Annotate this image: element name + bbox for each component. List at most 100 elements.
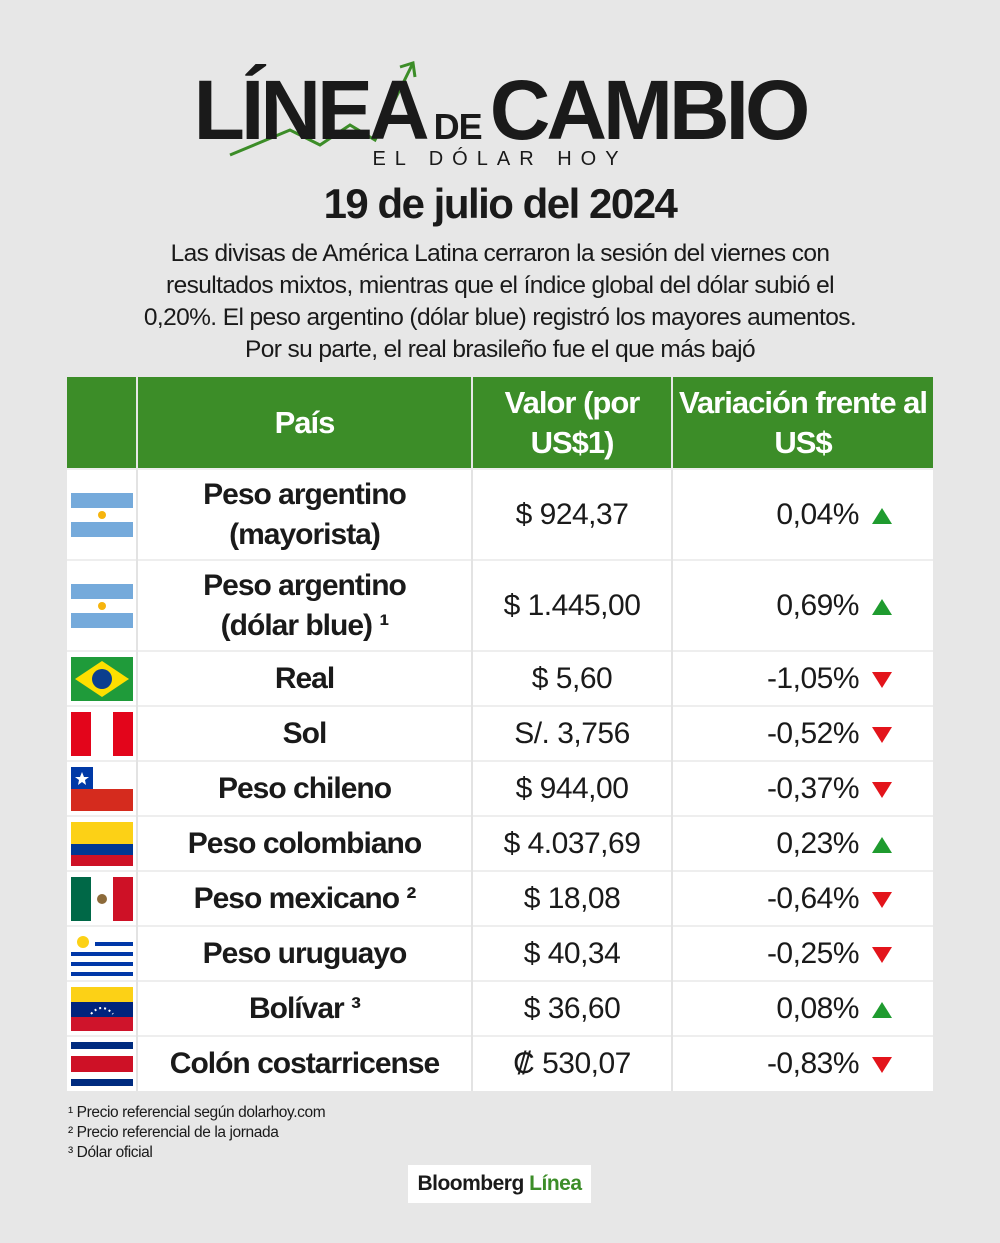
arrow-down	[872, 891, 892, 908]
arrow-down	[872, 946, 892, 963]
subtitle: EL DÓLAR HOY	[372, 148, 628, 170]
name-text: Peso uruguayo	[202, 936, 408, 970]
currency-name: Peso uruguayo	[136, 925, 472, 981]
name-text: Peso argentino (dólar blue) ¹	[203, 568, 407, 642]
currency-name: Peso colombiano	[136, 815, 472, 871]
arrow-down	[872, 781, 892, 798]
arrow-down	[872, 1057, 892, 1074]
currency-name: Peso mexicano ²	[136, 870, 472, 926]
val-text: $ 18,08	[523, 881, 621, 915]
value-cell: $ 924,37	[471, 468, 672, 560]
var-text: 0,69%	[776, 588, 859, 622]
flag	[70, 492, 133, 537]
row: Real $ 5,60 -1,05%	[67, 650, 933, 706]
currency-name: Peso chileno	[136, 760, 472, 816]
flag	[70, 583, 133, 628]
flag	[70, 766, 133, 811]
arrow-up	[872, 1001, 892, 1018]
row: Sol S/. 3,756 -0,52%	[67, 705, 933, 761]
flag-cell	[67, 760, 137, 816]
var-text: -0,52%	[766, 716, 860, 750]
variation-cell: -1,05%	[671, 650, 933, 706]
flag-cell	[67, 870, 137, 926]
title-left: LÍNEA	[193, 63, 430, 157]
flag-cell	[67, 559, 137, 651]
val-text: $ 36,60	[523, 991, 621, 1025]
row: Peso chileno $ 944,00 -0,37%	[67, 760, 933, 816]
footnote: ³ Dólar oficial	[68, 1144, 153, 1161]
arrow-down	[872, 671, 892, 688]
title: LÍNEA DECAMBIO	[0, 62, 1000, 159]
brand-left: Bloomberg	[417, 1172, 524, 1195]
flag	[70, 711, 133, 756]
var-text: -1,05%	[766, 661, 860, 695]
variation-cell: -0,64%	[671, 870, 933, 926]
variation-cell: -0,25%	[671, 925, 933, 981]
brand-right: Línea	[529, 1172, 582, 1195]
title-right: CAMBIO	[489, 63, 811, 157]
var-text: -0,83%	[766, 1047, 860, 1080]
name-text: Peso chileno	[217, 771, 392, 805]
currency-name: Bolívar ³	[136, 980, 472, 1036]
var-text: 0,08%	[776, 991, 859, 1025]
var-text: -0,25%	[766, 936, 860, 970]
row: Colón costarricense ₡ 530,07 -0,83%	[67, 1035, 933, 1091]
value-cell: $ 944,00	[471, 760, 672, 816]
arrow-up	[872, 598, 892, 615]
variation-cell: -0,37%	[671, 760, 933, 816]
name-text: Real	[274, 661, 335, 695]
flag-cell	[67, 1035, 137, 1091]
currency-name: Sol	[136, 705, 472, 761]
intro: Las divisas de América Latina cerraron l…	[143, 240, 857, 363]
value-cell: $ 18,08	[471, 870, 672, 926]
name-text: Colón costarricense	[169, 1047, 440, 1080]
currency-name: Peso argentino (dólar blue) ¹	[136, 559, 472, 651]
var-text: 0,23%	[776, 826, 859, 860]
value-cell: $ 40,34	[471, 925, 672, 981]
title-chart-decoration	[229, 61, 417, 157]
variation-cell: 0,08%	[671, 980, 933, 1036]
variation-cell: 0,04%	[671, 468, 933, 560]
name-text: Peso mexicano ²	[193, 881, 417, 915]
val-text: $ 924,37	[515, 497, 629, 531]
flag-cell	[67, 980, 137, 1036]
val-text: S/. 3,756	[514, 716, 630, 750]
value-cell: ₡ 530,07	[471, 1035, 672, 1091]
flag-cell	[67, 815, 137, 871]
name-text: Peso colombiano	[187, 826, 422, 860]
row: Peso colombiano $ 4.037,69 0,23%	[67, 815, 933, 871]
flag	[70, 1042, 133, 1086]
header-cell: Valor (por US$1)	[471, 377, 672, 469]
name-text: Bolívar ³	[248, 991, 361, 1025]
name-text: Sol	[282, 716, 328, 750]
header-cell: Variación frente al US$	[671, 377, 933, 469]
arrow-down	[872, 726, 892, 743]
variation-cell: -0,83%	[671, 1035, 933, 1091]
val-text: $ 1.445,00	[503, 588, 641, 622]
currency-name: Colón costarricense	[136, 1035, 472, 1091]
variation-cell: -0,52%	[671, 705, 933, 761]
header-cell: País	[136, 377, 472, 469]
brand: Bloomberg Línea	[408, 1165, 591, 1203]
value-cell: $ 5,60	[471, 650, 672, 706]
currency-name: Peso argentino (mayorista)	[136, 468, 472, 560]
name-text: Peso argentino (mayorista)	[203, 477, 407, 551]
flag-cell	[67, 705, 137, 761]
flag-cell	[67, 468, 137, 560]
currency-name: Real	[136, 650, 472, 706]
header-row: País Valor (por US$1) Variación frente a…	[67, 377, 933, 469]
flag-cell	[67, 925, 137, 981]
footnote: ¹ Precio referencial según dolarhoy.com	[68, 1104, 326, 1121]
arrow-up	[872, 507, 892, 524]
var-text: -0,37%	[766, 771, 860, 805]
variation-cell: 0,23%	[671, 815, 933, 871]
value-cell: $ 4.037,69	[471, 815, 672, 871]
var-text: -0,64%	[766, 881, 860, 915]
footnote: ² Precio referencial de la jornada	[68, 1124, 279, 1141]
val-text: $ 944,00	[515, 771, 629, 805]
table: País Valor (por US$1) Variación frente a…	[67, 377, 933, 1091]
var-text: 0,04%	[776, 497, 859, 531]
header-cell	[67, 377, 137, 469]
val-text: $ 40,34	[523, 936, 621, 970]
